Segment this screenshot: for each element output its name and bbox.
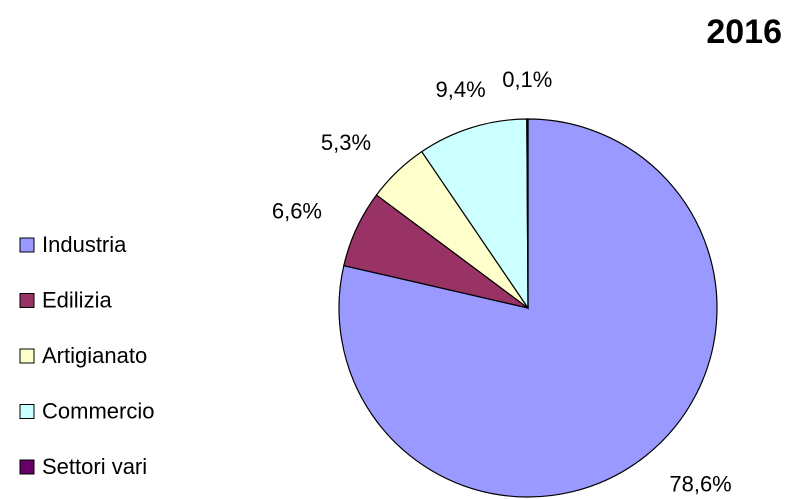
legend-label: Settori vari [42,454,147,479]
legend-label: Artigianato [42,343,147,368]
data-label: 78,6% [669,471,731,496]
legend-swatch [19,404,35,419]
data-label: 0,1% [502,67,552,92]
legend-label: Industria [42,232,127,257]
legend-label: Edilizia [42,287,112,312]
chart-title: 2016 [706,13,782,51]
pie-slice [526,118,529,309]
pie-slice [420,118,529,310]
legend-swatch [19,348,35,364]
legend-label: Commercio [42,398,154,423]
legend-swatch [19,459,35,475]
data-label: 9,4% [435,77,485,102]
data-label: 6,6% [272,198,322,223]
legend-swatch [19,293,35,308]
legend-swatch [19,237,35,253]
data-label: 5,3% [321,130,371,155]
